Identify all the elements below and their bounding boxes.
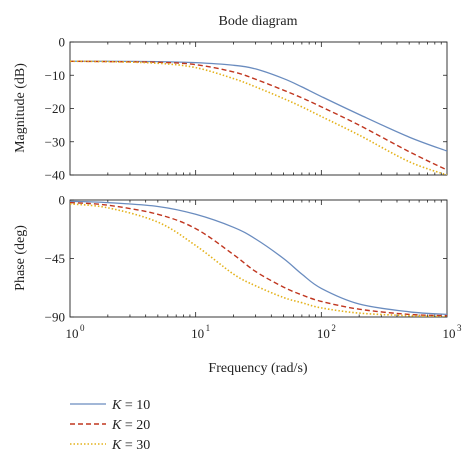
legend: K = 10 K = 20 K = 30 [70,398,150,453]
legend-label-1: K = 10 [111,398,150,413]
phase-plot-frame [69,199,448,318]
phase-series-3-line [70,203,447,317]
x-tick-base: 10 [191,326,204,341]
magnitude-ytick-label: −10 [45,68,65,83]
x-tick-labels: 10 0 10 1 10 2 10 3 [66,323,463,341]
legend-label-2: K = 20 [111,418,150,433]
x-tick-base: 10 [317,326,330,341]
chart-title: Bode diagram [219,14,298,29]
x-tick-base: 10 [66,326,79,341]
magnitude-ytick-label: 0 [59,35,66,50]
magnitude-ylabel: Magnitude (dB) [13,63,28,153]
phase-x-ticks [107,200,442,317]
magnitude-series-3-line [70,60,447,175]
x-tick-label: 10 1 [191,323,210,341]
x-tick-label: 10 3 [443,323,463,341]
phase-series [70,200,447,317]
x-axis-label: Frequency (rad/s) [208,361,307,376]
phase-series-1-line [70,200,447,316]
phase-ytick-label: 0 [59,193,66,208]
magnitude-series-1-line [70,60,447,152]
x-tick-label: 10 0 [66,323,86,341]
phase-plot: 0 −45 −90 Phase (deg) [13,193,448,325]
magnitude-x-ticks [107,42,442,175]
magnitude-series [70,60,447,175]
phase-ytick-label: −90 [45,310,65,325]
phase-ytick-label: −45 [45,251,65,266]
x-tick-exponent: 1 [206,323,211,333]
x-tick-exponent: 0 [80,323,85,333]
magnitude-y-ticks: 0 −10 −20 −30 −40 [45,35,447,183]
magnitude-plot: 0 −10 −20 −30 −40 Magnitude (dB) [13,35,448,183]
phase-series-2-line [70,201,447,317]
magnitude-ytick-label: −30 [45,134,65,149]
magnitude-ytick-label: −40 [45,168,65,183]
magnitude-ytick-label: −20 [45,101,65,116]
x-tick-base: 10 [443,326,456,341]
x-tick-exponent: 3 [457,323,462,333]
x-tick-label: 10 2 [317,323,336,341]
phase-y-ticks: 0 −45 −90 [45,193,447,325]
phase-ylabel: Phase (deg) [13,225,28,291]
magnitude-series-2-line [70,60,447,171]
legend-label-3: K = 30 [111,438,150,453]
x-tick-exponent: 2 [331,323,336,333]
